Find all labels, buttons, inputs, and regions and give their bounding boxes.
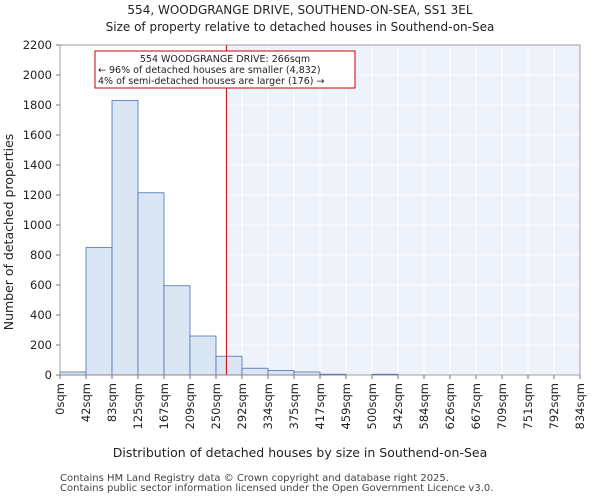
y-axis-ticks: 0 200 400 600 800 1000 1200 1400 1600 1800 2000 220… [23, 38, 60, 382]
annotation-box-frame [94, 50, 356, 89]
x-axis-label: Distribution of detached houses by size … [113, 445, 488, 460]
bar [189, 335, 217, 376]
x-tick-label: 584sqm [417, 383, 431, 429]
annotation-line3: 4% of semi-detached houses are larger (1… [98, 76, 325, 87]
bar [163, 285, 191, 376]
bar [241, 367, 269, 376]
x-tick-label: 792sqm [547, 383, 561, 429]
x-tick-label: 667sqm [469, 383, 483, 429]
y-tick-label: 1400 [23, 158, 52, 172]
x-tick-label: 751sqm [521, 383, 535, 429]
y-tick-label: 2200 [23, 38, 52, 52]
annotation-line2: ← 96% of detached houses are smaller (4,… [98, 65, 321, 76]
y-tick-label: 2000 [23, 68, 52, 82]
bar [267, 370, 295, 376]
bar [111, 100, 139, 376]
y-tick-label: 1800 [23, 98, 52, 112]
bars [59, 100, 399, 376]
x-tick-label: 626sqm [443, 383, 457, 429]
y-tick-label: 400 [30, 308, 52, 322]
chart-title-line1: 554, WOODGRANGE DRIVE, SOUTHEND-ON-SEA, … [127, 3, 472, 17]
y-tick-label: 1000 [23, 218, 52, 232]
footer-line2: Contains public sector information licen… [60, 483, 494, 494]
bar [293, 371, 321, 376]
y-tick-label: 1200 [23, 188, 52, 202]
annotation-box: 554 WOODGRANGE DRIVE: 266sqm ← 96% of de… [94, 50, 356, 89]
x-tick-label: 709sqm [495, 383, 509, 429]
bar [59, 371, 87, 376]
x-tick-label: 83sqm [105, 383, 119, 422]
x-tick-label: 834sqm [573, 383, 587, 429]
x-tick-label: 417sqm [313, 383, 327, 429]
bar [137, 192, 165, 376]
x-tick-label: 250sqm [209, 383, 223, 429]
x-tick-label: 375sqm [287, 383, 301, 429]
x-tick-label: 209sqm [183, 383, 197, 429]
plot-frame [59, 44, 581, 376]
y-tick-label: 800 [30, 248, 52, 262]
x-tick-label: 42sqm [79, 383, 93, 422]
y-tick-label: 200 [30, 338, 52, 352]
x-axis-ticks: 0sqm 42sqm 83sqm 125sqm 167sqm 209sqm 250sqm 29… [53, 375, 587, 429]
x-tick-label: 0sqm [53, 383, 67, 415]
x-tick-label: 167sqm [157, 383, 171, 429]
footer-line1: Contains HM Land Registry data © Crown c… [60, 473, 449, 484]
y-tick-label: 1600 [23, 128, 52, 142]
x-tick-label: 334sqm [261, 383, 275, 429]
x-tick-label: 292sqm [235, 383, 249, 429]
y-tick-label: 0 [45, 368, 52, 382]
x-tick-label: 542sqm [391, 383, 405, 429]
annotation-line1: 554 WOODGRANGE DRIVE: 266sqm [140, 54, 310, 65]
bar [215, 355, 243, 376]
chart-title-line2: Size of property relative to detached ho… [106, 20, 495, 34]
x-tick-label: 459sqm [339, 383, 353, 429]
x-tick-label: 125sqm [131, 383, 145, 429]
highlight-region [226, 45, 580, 375]
y-tick-label: 600 [30, 278, 52, 292]
bar [85, 247, 113, 376]
x-tick-label: 500sqm [365, 383, 379, 429]
y-axis-label: Number of detached properties [1, 134, 16, 331]
